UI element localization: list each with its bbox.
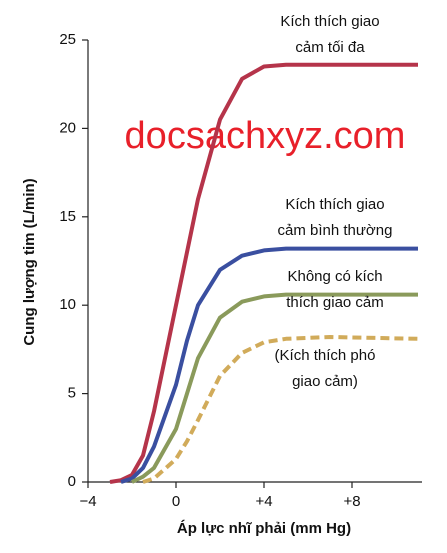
watermark: docsachxyz.com — [125, 115, 406, 157]
y-tick-label: 10 — [59, 296, 76, 313]
x-axis-title: Áp lực nhĩ phải (mm Hg) — [177, 520, 351, 537]
x-tick-label: −4 — [79, 493, 96, 510]
y-tick-label: 0 — [68, 473, 76, 490]
series-label: Kích thích giao — [280, 13, 379, 30]
series-label: giao cảm) — [292, 373, 358, 390]
x-tick-label: +4 — [255, 493, 272, 510]
series-line — [131, 292, 418, 484]
series-label: Không có kích — [287, 268, 382, 285]
x-tick-label: +8 — [343, 493, 360, 510]
series-label: thích giao cảm — [286, 294, 384, 311]
y-tick-label: 20 — [59, 119, 76, 136]
y-tick-label: 15 — [59, 208, 76, 225]
y-axis-title: Cung lượng tim (L/min) — [21, 178, 38, 345]
y-tick-label: 25 — [59, 31, 76, 48]
series-label: Kích thích giao — [285, 196, 384, 213]
series-label: (Kích thích phó — [275, 347, 376, 364]
y-tick-label: 5 — [68, 385, 76, 402]
series-line — [142, 335, 419, 484]
series-line — [109, 62, 418, 484]
x-tick-label: 0 — [172, 493, 180, 510]
series-label: cảm tối đa — [295, 39, 365, 56]
series-label: cảm bình thường — [278, 222, 393, 239]
series-line — [120, 246, 418, 484]
